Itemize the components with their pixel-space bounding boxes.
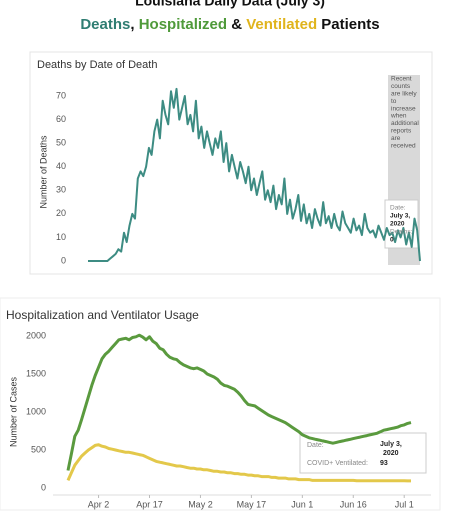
y-tick-label: 2000 <box>26 330 46 340</box>
y-tick-label: 30 <box>56 185 66 195</box>
x-tick-label: Apr 17 <box>136 499 163 509</box>
x-tick-label: Jun 16 <box>340 499 367 509</box>
note-line: reports <box>391 128 412 135</box>
data-line <box>66 333 412 471</box>
tooltip-line: 2020 <box>390 221 405 228</box>
tooltip-line: July 3, <box>390 213 410 220</box>
x-tick-label: May 17 <box>237 499 267 509</box>
note-line: received <box>391 142 416 149</box>
note-line: additional <box>391 120 419 127</box>
chart-title: Hospitalization and Ventilator Usage <box>6 308 199 322</box>
note-line: are <box>391 135 401 142</box>
tooltip-date: 2020 <box>383 450 399 457</box>
subtitle-part: , <box>130 16 138 33</box>
subtitle-part: Hospitalized <box>139 16 227 33</box>
tooltip-value: 93 <box>380 460 388 467</box>
x-tick-label: Apr 2 <box>88 499 110 509</box>
x-tick-label: May 2 <box>188 499 213 509</box>
y-tick-label: 500 <box>31 444 46 454</box>
data-line <box>66 443 411 483</box>
note-line: Recent <box>391 76 412 83</box>
note-line: to <box>391 98 397 105</box>
y-tick-label: 10 <box>56 232 66 242</box>
subtitle-part: Deaths <box>80 16 130 33</box>
tooltip-line: Deaths: <box>390 229 413 236</box>
chart-title: Deaths by Date of Death <box>37 59 157 71</box>
y-tick-label: 40 <box>56 161 66 171</box>
page-subtitle: Deaths, Hospitalized & Ventilated Patien… <box>80 16 379 33</box>
y-axis-title: Number of Cases <box>8 376 18 447</box>
note-line: when <box>390 113 407 120</box>
panel <box>0 297 441 511</box>
page-title: Louisiana Daily Data (July 3) <box>135 0 325 9</box>
tooltip-date: July 3, <box>380 441 402 448</box>
y-tick-label: 0 <box>41 482 46 492</box>
y-tick-label: 70 <box>56 90 66 100</box>
subtitle-part: Patients <box>317 16 380 33</box>
y-tick-label: 50 <box>56 138 66 148</box>
note-line: are likely <box>391 91 417 98</box>
subtitle-part: & <box>227 16 246 33</box>
subtitle-part: Ventilated <box>246 16 317 33</box>
x-tick-label: Jul 1 <box>395 499 414 509</box>
note-line: counts <box>391 83 411 90</box>
y-tick-label: 1500 <box>26 368 46 378</box>
y-tick-label: 0 <box>61 255 66 265</box>
tooltip-line: Date: <box>390 205 406 212</box>
y-tick-label: 60 <box>56 114 66 124</box>
note-line: increase <box>391 105 416 112</box>
y-axis-title: Number of Deaths <box>38 135 48 209</box>
y-tick-label: 1000 <box>26 406 46 416</box>
y-tick-label: 20 <box>56 208 66 218</box>
tooltip-label: Date: <box>307 442 324 449</box>
tooltip-line: 0 <box>390 237 394 244</box>
x-tick-label: Jun 1 <box>291 499 313 509</box>
data-line <box>88 87 421 262</box>
tooltip-label: COVID+ Ventilated: <box>307 460 368 467</box>
